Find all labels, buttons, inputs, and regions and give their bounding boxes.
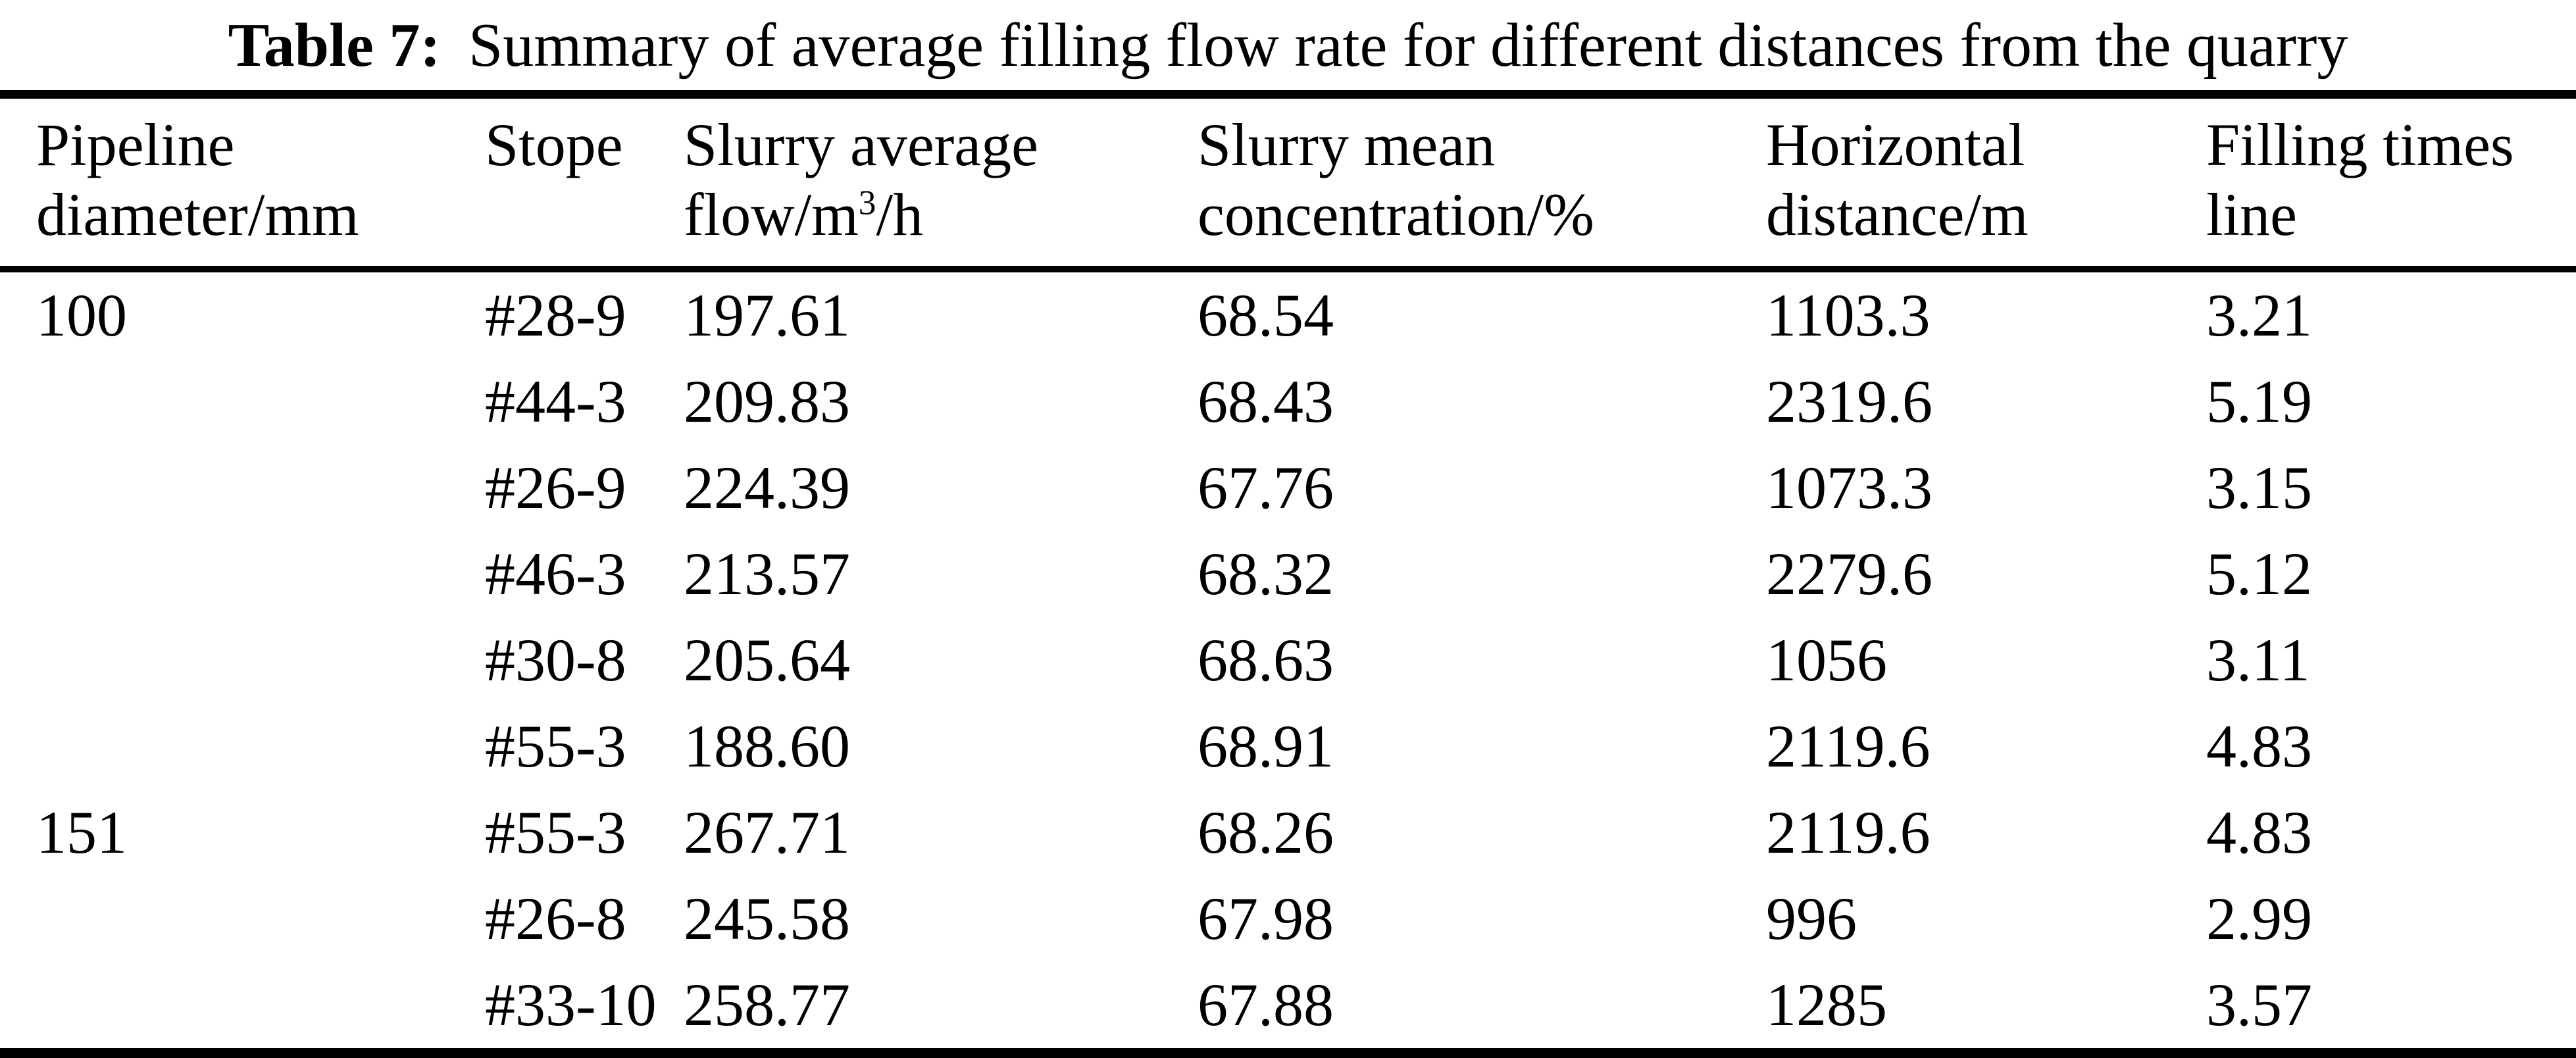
cell-concentration: 68.26	[1198, 799, 1334, 867]
table-row: #30-8 205.64 68.63 1056 3.11	[0, 617, 2576, 703]
table-row: #44-3 209.83 68.43 2319.6 5.19	[0, 359, 2576, 445]
table-row: #55-3 188.60 68.91 2119.6 4.83	[0, 703, 2576, 790]
cell-flow: 197.61	[684, 282, 850, 349]
cell-filling-times: 3.15	[2206, 454, 2312, 522]
cell-pipeline-diameter	[0, 359, 485, 445]
table-caption-label: Table 7:	[228, 11, 441, 80]
column-header-slurry-average-flow: Slurry average flow/m3/h	[684, 94, 1198, 272]
flow-unit-prefix: flow/m	[684, 180, 859, 248]
table-caption: Table 7: Summary of average filling flow…	[0, 0, 2576, 90]
flow-unit-superscript: 3	[858, 182, 876, 222]
column-header-slurry-mean-concentration: Slurry mean concentration/%	[1198, 94, 1766, 272]
cell-distance: 2279.6	[1766, 540, 1932, 608]
column-header-filling-times-line: Filling times line	[2206, 94, 2576, 272]
column-header-horizontal-distance: Horizontal distance/m	[1766, 94, 2206, 272]
cell-distance: 1285	[1766, 971, 1887, 1039]
cell-pipeline-diameter	[0, 703, 485, 790]
cell-distance: 1103.3	[1766, 282, 1931, 349]
cell-filling-times: 3.57	[2206, 971, 2312, 1039]
cell-pipeline-diameter	[0, 445, 485, 531]
cell-concentration: 68.63	[1198, 626, 1334, 694]
cell-stope: #46-3	[485, 540, 626, 608]
cell-stope: #33-10	[485, 971, 657, 1039]
cell-stope: #44-3	[485, 368, 626, 436]
cell-filling-times: 3.21	[2206, 282, 2312, 349]
column-header-stope: Stope	[485, 94, 684, 272]
table-header-row: Pipeline diameter/mm Stope Slurry averag…	[0, 94, 2576, 272]
cell-pipeline-diameter: 100	[36, 282, 127, 349]
cell-distance: 1073.3	[1766, 454, 1932, 522]
cell-flow: 209.83	[684, 368, 850, 436]
cell-concentration: 68.91	[1198, 713, 1334, 780]
cell-concentration: 67.76	[1198, 454, 1334, 522]
cell-concentration: 67.88	[1198, 971, 1334, 1039]
table-row: 151 #55-3 267.71 68.26 2119.6 4.83	[0, 790, 2576, 876]
table-row: #33-10 258.77 67.88 1285 3.57	[0, 962, 2576, 1053]
cell-pipeline-diameter	[0, 962, 485, 1053]
table-row: #46-3 213.57 68.32 2279.6 5.12	[0, 531, 2576, 617]
column-header-pipeline-diameter: Pipeline diameter/mm	[0, 94, 485, 272]
cell-filling-times: 2.99	[2206, 885, 2312, 953]
cell-filling-times: 4.83	[2206, 799, 2312, 867]
cell-concentration: 68.32	[1198, 540, 1334, 608]
cell-pipeline-diameter	[0, 531, 485, 617]
table-row: #26-9 224.39 67.76 1073.3 3.15	[0, 445, 2576, 531]
cell-distance: 996	[1766, 885, 1857, 953]
cell-flow: 188.60	[684, 713, 850, 780]
table-body: 100 #28-9 197.61 68.54 1103.3 3.21 #44-3…	[0, 269, 2576, 1053]
cell-filling-times: 5.12	[2206, 540, 2312, 608]
table-row: 100 #28-9 197.61 68.54 1103.3 3.21	[0, 269, 2576, 359]
cell-flow: 267.71	[684, 799, 850, 867]
cell-pipeline-diameter	[0, 617, 485, 703]
table-caption-text: Summary of average filling flow rate for…	[468, 11, 2348, 80]
cell-distance: 1056	[1766, 626, 1887, 694]
cell-concentration: 68.43	[1198, 368, 1334, 436]
cell-concentration: 67.98	[1198, 885, 1334, 953]
cell-filling-times: 3.11	[2206, 626, 2310, 694]
cell-flow: 205.64	[684, 626, 850, 694]
cell-flow: 245.58	[684, 885, 850, 953]
cell-distance: 2119.6	[1766, 799, 1931, 867]
cell-stope: #26-9	[485, 454, 626, 522]
cell-flow: 213.57	[684, 540, 850, 608]
cell-stope: #26-8	[485, 885, 626, 953]
cell-flow: 224.39	[684, 454, 850, 522]
cell-flow: 258.77	[684, 971, 850, 1039]
cell-concentration: 68.54	[1198, 282, 1334, 349]
cell-pipeline-diameter: 151	[36, 799, 127, 867]
cell-stope: #55-3	[485, 799, 626, 867]
summary-table: Pipeline diameter/mm Stope Slurry averag…	[0, 90, 2576, 1058]
cell-pipeline-diameter	[0, 876, 485, 962]
cell-filling-times: 5.19	[2206, 368, 2312, 436]
cell-distance: 2319.6	[1766, 368, 1932, 436]
flow-unit-suffix: /h	[876, 180, 924, 248]
cell-stope: #30-8	[485, 626, 626, 694]
cell-stope: #55-3	[485, 713, 626, 780]
cell-stope: #28-9	[485, 282, 626, 349]
cell-filling-times: 4.83	[2206, 713, 2312, 780]
cell-distance: 2119.6	[1766, 713, 1931, 780]
table-row: #26-8 245.58 67.98 996 2.99	[0, 876, 2576, 962]
